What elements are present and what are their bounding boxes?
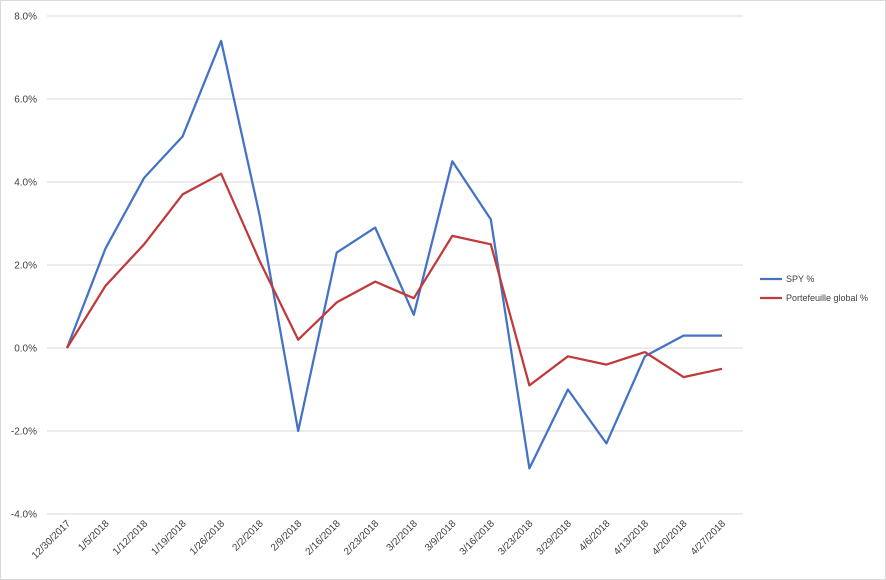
x-tick-label: 12/30/2017 [30, 518, 73, 561]
x-tick-label: 1/12/2018 [111, 518, 151, 558]
x-tick-label: 3/2/2018 [385, 518, 421, 554]
x-tick-label: 2/2/2018 [230, 518, 266, 554]
x-tick-label: 2/23/2018 [342, 518, 382, 558]
y-tick-label: 0.0% [14, 344, 37, 355]
gridlines [47, 15, 743, 515]
y-axis-ticks: -4.0% -2.0% 0.0% 2.0% 4.0% 6.0% 8.0% [11, 12, 37, 521]
y-tick-label: 4.0% [14, 178, 37, 189]
legend-label: SPY % [786, 274, 814, 284]
y-tick-label: 8.0% [14, 12, 37, 23]
x-tick-label: 4/13/2018 [612, 518, 652, 558]
legend-label: Portefeuille global % [786, 293, 868, 303]
x-tick-label: 1/26/2018 [188, 518, 228, 558]
x-tick-label: 3/9/2018 [423, 518, 459, 554]
y-tick-label: 2.0% [14, 261, 37, 272]
x-tick-label: 3/23/2018 [496, 518, 536, 558]
legend: SPY % Portefeuille global % [760, 274, 868, 303]
y-tick-label: -4.0% [11, 510, 37, 521]
x-tick-label: 4/20/2018 [650, 518, 690, 558]
series-line-1 [65, 39, 722, 470]
y-tick-label: 6.0% [14, 95, 37, 106]
x-axis-ticks: 12/30/2017 1/5/2018 1/12/2018 1/19/2018 1/26… [30, 518, 728, 561]
x-tick-label: 3/29/2018 [535, 518, 575, 558]
x-tick-label: 4/27/2018 [689, 518, 729, 558]
x-tick-label: 4/6/2018 [577, 518, 613, 554]
y-tick-label: -2.0% [11, 427, 37, 438]
series-line-2 [66, 172, 723, 387]
x-tick-label: 1/5/2018 [76, 518, 112, 554]
x-tick-label: 1/19/2018 [149, 518, 189, 558]
x-tick-label: 3/16/2018 [458, 518, 498, 558]
x-tick-label: 2/16/2018 [304, 518, 344, 558]
series-lines [65, 39, 723, 470]
x-tick-label: 2/9/2018 [269, 518, 305, 554]
